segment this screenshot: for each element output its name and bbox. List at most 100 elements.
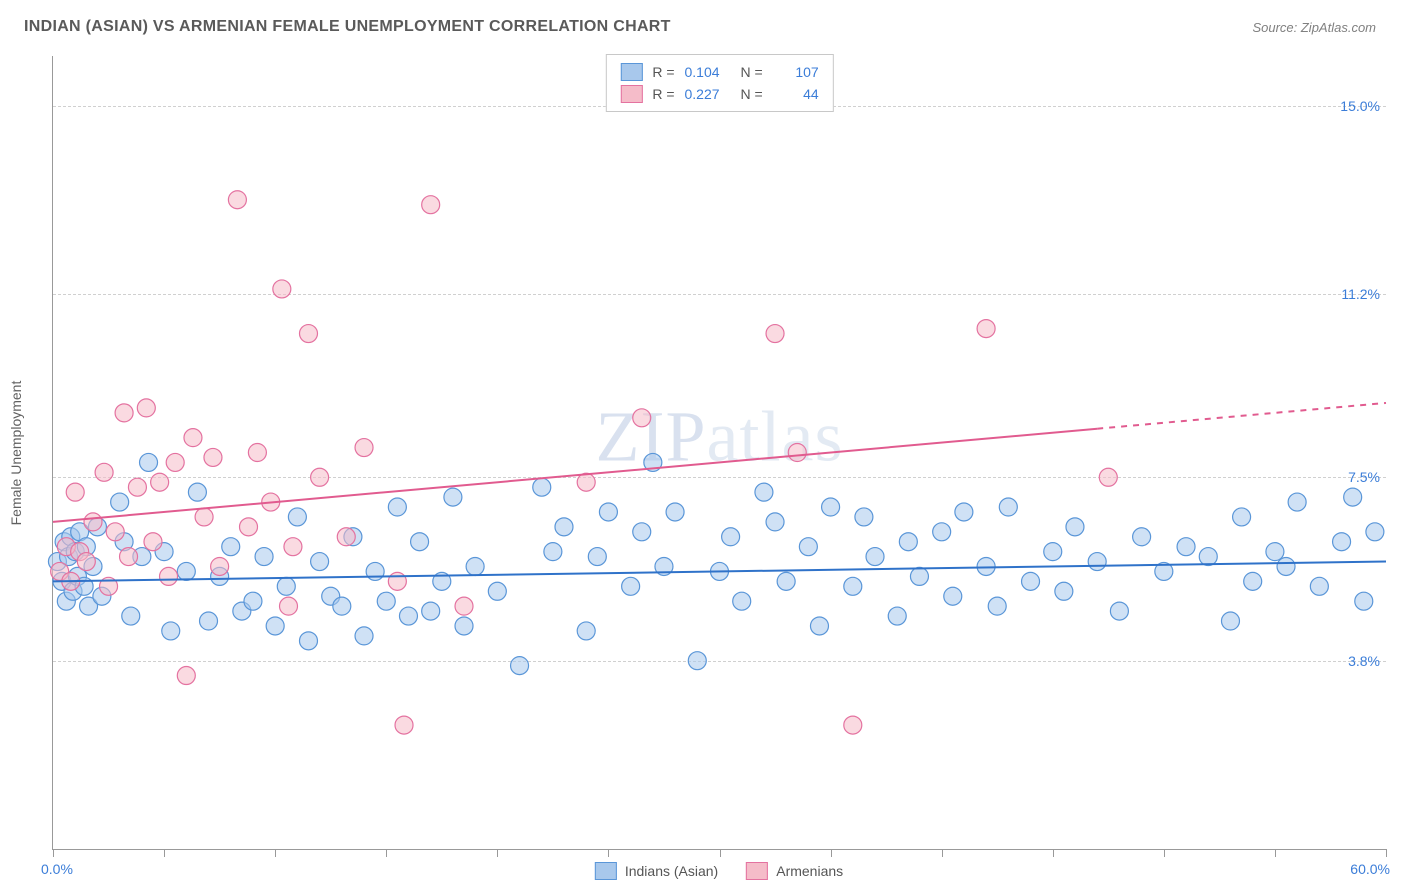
- data-point: [411, 533, 429, 551]
- data-point: [810, 617, 828, 635]
- data-point: [1333, 533, 1351, 551]
- data-point: [633, 409, 651, 427]
- data-point: [455, 617, 473, 635]
- data-point: [533, 478, 551, 496]
- data-point: [1199, 548, 1217, 566]
- data-point: [248, 444, 266, 462]
- data-point: [1266, 543, 1284, 561]
- data-point: [866, 548, 884, 566]
- legend-series-label: Armenians: [776, 863, 843, 879]
- data-point: [933, 523, 951, 541]
- data-point: [277, 577, 295, 595]
- data-point: [355, 627, 373, 645]
- data-point: [366, 562, 384, 580]
- data-point: [284, 538, 302, 556]
- data-point: [1088, 553, 1106, 571]
- data-point: [388, 572, 406, 590]
- data-point: [222, 538, 240, 556]
- data-point: [122, 607, 140, 625]
- legend-swatch: [595, 862, 617, 880]
- data-point: [599, 503, 617, 521]
- data-point: [377, 592, 395, 610]
- data-point: [1055, 582, 1073, 600]
- legend-stats-row: R =0.227N =44: [620, 83, 818, 105]
- data-point: [777, 572, 795, 590]
- data-point: [1244, 572, 1262, 590]
- data-point: [244, 592, 262, 610]
- data-point: [1022, 572, 1040, 590]
- trend-line-extrapolated: [1097, 403, 1386, 429]
- data-point: [977, 320, 995, 338]
- y-axis-title: Female Unemployment: [8, 381, 24, 526]
- data-point: [160, 567, 178, 585]
- data-point: [311, 553, 329, 571]
- data-point: [422, 196, 440, 214]
- legend-stats: R =0.104N =107R =0.227N =44: [605, 54, 833, 112]
- data-point: [555, 518, 573, 536]
- data-point: [1099, 468, 1117, 486]
- data-point: [733, 592, 751, 610]
- data-point: [910, 567, 928, 585]
- data-point: [1066, 518, 1084, 536]
- trend-line: [53, 429, 1097, 522]
- data-point: [188, 483, 206, 501]
- data-point: [137, 399, 155, 417]
- data-point: [151, 473, 169, 491]
- data-point: [999, 498, 1017, 516]
- data-point: [844, 716, 862, 734]
- data-point: [279, 597, 297, 615]
- data-point: [337, 528, 355, 546]
- data-point: [228, 191, 246, 209]
- scatter-plot: [53, 56, 1386, 849]
- data-point: [577, 622, 595, 640]
- data-point: [899, 533, 917, 551]
- data-point: [128, 478, 146, 496]
- data-point: [200, 612, 218, 630]
- data-point: [1355, 592, 1373, 610]
- data-point: [1277, 557, 1295, 575]
- data-point: [1288, 493, 1306, 511]
- data-point: [240, 518, 258, 536]
- data-point: [1344, 488, 1362, 506]
- x-max-label: 60.0%: [1350, 861, 1390, 877]
- data-point: [755, 483, 773, 501]
- data-point: [844, 577, 862, 595]
- data-point: [140, 453, 158, 471]
- data-point: [444, 488, 462, 506]
- legend-series-label: Indians (Asian): [625, 863, 718, 879]
- plot-area: ZIPatlas 3.8%7.5%11.2%15.0% 0.0% 60.0% R…: [52, 56, 1386, 850]
- data-point: [1310, 577, 1328, 595]
- data-point: [311, 468, 329, 486]
- data-point: [788, 444, 806, 462]
- data-point: [466, 557, 484, 575]
- data-point: [544, 543, 562, 561]
- data-point: [1221, 612, 1239, 630]
- data-point: [766, 513, 784, 531]
- data-point: [888, 607, 906, 625]
- data-point: [184, 429, 202, 447]
- legend-stats-row: R =0.104N =107: [620, 61, 818, 83]
- data-point: [66, 483, 84, 501]
- data-point: [722, 528, 740, 546]
- data-point: [288, 508, 306, 526]
- data-point: [1044, 543, 1062, 561]
- data-point: [204, 448, 222, 466]
- data-point: [144, 533, 162, 551]
- data-point: [106, 523, 124, 541]
- legend-series: Indians (Asian) Armenians: [595, 862, 843, 880]
- data-point: [1233, 508, 1251, 526]
- data-point: [299, 632, 317, 650]
- data-point: [177, 562, 195, 580]
- data-point: [333, 597, 351, 615]
- data-point: [955, 503, 973, 521]
- legend-series-item: Indians (Asian): [595, 862, 718, 880]
- data-point: [273, 280, 291, 298]
- legend-series-item: Armenians: [746, 862, 843, 880]
- data-point: [799, 538, 817, 556]
- data-point: [166, 453, 184, 471]
- data-point: [388, 498, 406, 516]
- data-point: [455, 597, 473, 615]
- data-point: [299, 325, 317, 343]
- data-point: [488, 582, 506, 600]
- data-point: [84, 513, 102, 531]
